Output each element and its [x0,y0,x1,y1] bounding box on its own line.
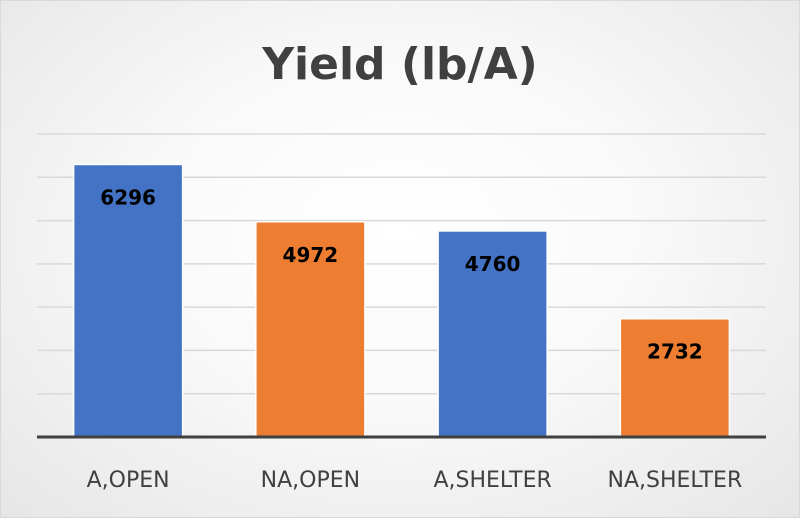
bar-2 [437,230,548,438]
chart-title: Yield (lb/A) [261,39,538,90]
category-label-1: NA,OPEN [261,468,360,493]
data-label-1: 4972 [283,243,339,267]
data-label-0: 6296 [100,185,156,209]
category-label-2: A,SHELTER [433,468,551,493]
category-label-3: NA,SHELTER [607,468,742,493]
data-label-2: 4760 [465,252,521,276]
bar-1 [255,221,366,438]
data-labels: 6296 4972 4760 2732 [100,185,702,363]
bar-3 [619,317,731,438]
category-label-0: A,OPEN [87,468,170,493]
bars [72,163,731,438]
data-label-3: 2732 [647,340,703,364]
category-labels: A,OPEN NA,OPEN A,SHELTER NA,SHELTER [87,468,743,493]
